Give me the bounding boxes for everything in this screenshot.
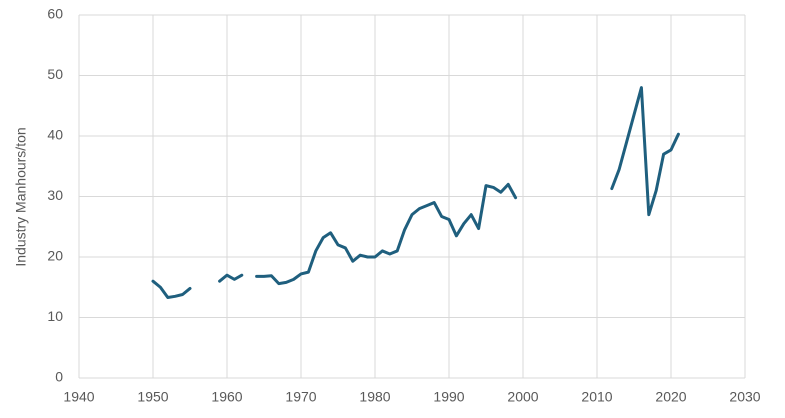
- x-tick-label: 2000: [507, 389, 538, 405]
- x-tick-label: 1980: [359, 389, 390, 405]
- x-tick-label: 2020: [655, 389, 686, 405]
- x-tick-label: 1950: [137, 389, 168, 405]
- data-line: [151, 86, 680, 300]
- x-tick-label: 2030: [729, 389, 760, 405]
- x-tick-label: 1990: [433, 389, 464, 405]
- x-tick-label: 2010: [581, 389, 612, 405]
- y-tick-label: 0: [55, 369, 63, 385]
- x-tick-label: 1940: [63, 389, 94, 405]
- x-tick-label: 1960: [211, 389, 242, 405]
- y-tick-label: 30: [47, 187, 63, 203]
- y-tick-label: 20: [47, 248, 63, 264]
- y-tick-label: 40: [47, 127, 63, 143]
- y-axis-label: Industry Manhours/ton: [13, 127, 29, 266]
- y-tick-label: 60: [47, 6, 63, 22]
- x-tick-label: 1970: [285, 389, 316, 405]
- y-tick-label: 10: [47, 308, 63, 324]
- y-tick-label: 50: [47, 66, 63, 82]
